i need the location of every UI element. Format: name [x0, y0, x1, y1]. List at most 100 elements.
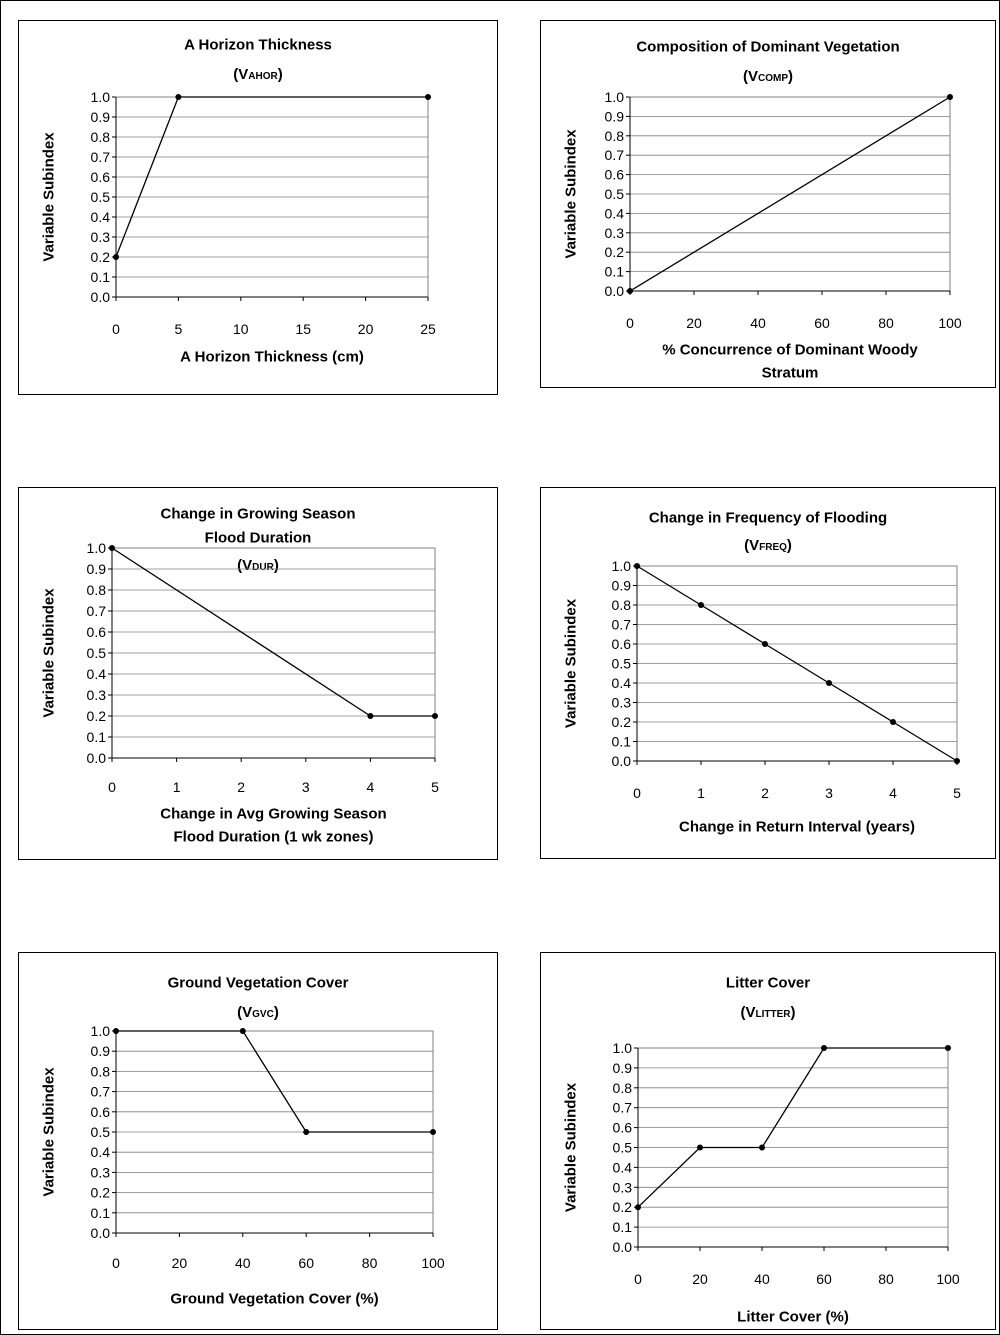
- x-tick-label: 5: [175, 321, 183, 337]
- y-axis-label: Variable Subindex: [41, 1067, 58, 1197]
- variable-symbol-subscript: GVC: [252, 1009, 274, 1020]
- y-tick-label: 0.5: [613, 1140, 633, 1156]
- y-tick-label: 0.4: [91, 209, 111, 225]
- y-tick-label: 0.1: [612, 734, 632, 750]
- series-line: [629, 96, 951, 292]
- x-tick-label: 60: [816, 1271, 832, 1287]
- y-tick-label: 0.0: [612, 753, 632, 769]
- data-point: [113, 254, 119, 260]
- y-tick-label: 0.5: [612, 656, 632, 672]
- x-tick-label: 2: [237, 779, 245, 795]
- x-tick-label: 20: [172, 1255, 188, 1271]
- x-tick-label: 100: [938, 315, 962, 331]
- variable-symbol-suffix: ): [788, 68, 793, 85]
- y-tick-label: 1.0: [605, 89, 625, 105]
- x-tick-label: 0: [112, 1255, 120, 1271]
- y-tick-label: 0.1: [91, 1205, 111, 1221]
- y-axis-label: Variable Subindex: [563, 129, 580, 259]
- data-point: [367, 713, 374, 719]
- x-tick-label: 10: [233, 321, 249, 337]
- x-tick-label: 0: [634, 1271, 642, 1287]
- x-tick-label: 40: [754, 1271, 770, 1287]
- data-point: [762, 641, 768, 647]
- y-axis-label: Variable Subindex: [563, 1082, 580, 1212]
- y-tick-label: 0.0: [605, 283, 625, 299]
- y-tick-label: 0.2: [612, 714, 632, 730]
- x-tick-label: 20: [692, 1271, 708, 1287]
- y-tick-label: 0.8: [605, 128, 625, 144]
- y-tick-label: 0.6: [605, 167, 625, 183]
- y-tick-label: 0.1: [605, 264, 625, 280]
- x-tick-label: 4: [367, 779, 375, 795]
- y-tick-label: 0.4: [613, 1159, 633, 1175]
- chart-svg: Change in Frequency of Flooding (VFREQ) 0.…: [563, 509, 962, 835]
- x-axis-label: Litter Cover (%): [737, 1309, 849, 1326]
- data-point: [826, 680, 832, 686]
- x-axis-label: % Concurrence of Dominant Woody: [662, 342, 918, 359]
- x-axis-label: Ground Vegetation Cover (%): [170, 1291, 378, 1308]
- y-tick-label: 0.1: [613, 1219, 633, 1235]
- chart-svg: Change in Growing Season Flood Duration (V…: [41, 505, 440, 845]
- data-point: [821, 1045, 827, 1051]
- variable-symbol-subscript: FREQ: [759, 542, 787, 553]
- x-tick-label: 0: [633, 785, 641, 801]
- chart-title: Composition of Dominant Vegetation: [636, 38, 899, 55]
- x-axis-label: A Horizon Thickness (cm): [180, 349, 364, 366]
- variable-symbol-prefix: (V: [237, 557, 252, 574]
- x-tick-label: 5: [431, 779, 439, 795]
- x-tick-label: 3: [825, 785, 833, 801]
- y-tick-label: 1.0: [91, 89, 111, 105]
- y-tick-label: 1.0: [87, 540, 107, 556]
- chart-panel-freq: Change in Frequency of Flooding (VFREQ) 0.…: [540, 487, 996, 859]
- variable-symbol-prefix: (V: [741, 1004, 756, 1021]
- chart-panel-litter: Litter Cover (VLITTER) 0.0 0.1 0.2 0.3 0.4 0.5 0…: [540, 952, 996, 1330]
- data-point: [954, 758, 960, 764]
- y-tick-label: 0.3: [91, 229, 111, 245]
- data-point: [109, 545, 115, 551]
- x-tick-label: 3: [302, 779, 310, 795]
- y-tick-label: 0.3: [91, 1164, 111, 1180]
- data-point: [432, 713, 438, 719]
- y-tick-label: 0.0: [87, 750, 107, 766]
- y-tick-label: 0.5: [605, 186, 625, 202]
- y-tick-label: 0.9: [613, 1060, 633, 1076]
- y-tick-label: 0.2: [87, 708, 107, 724]
- x-tick-label: 80: [362, 1255, 378, 1271]
- x-axis-label: Change in Avg Growing Season: [160, 806, 386, 823]
- y-tick-label: 0.9: [612, 578, 632, 594]
- chart-svg: A Horizon Thickness (VAHOR) 0.0 0.1 0.2 0.3 0.…: [41, 36, 436, 366]
- y-tick-label: 0.4: [612, 675, 632, 691]
- data-point: [627, 288, 633, 294]
- x-tick-label: 40: [750, 315, 766, 331]
- chart-title: A Horizon Thickness: [184, 36, 332, 53]
- data-point: [635, 1204, 641, 1211]
- y-tick-label: 0.6: [613, 1120, 633, 1136]
- data-point: [634, 563, 640, 569]
- chart-panel-comp: Composition of Dominant Vegetation (VCOMP…: [540, 20, 996, 388]
- chart-variable-symbol: (VDUR): [237, 557, 279, 574]
- y-tick-label: 0.8: [91, 129, 111, 145]
- x-tick-label: 20: [358, 321, 374, 337]
- x-tick-label: 25: [420, 321, 436, 337]
- variable-symbol-prefix: (V: [743, 68, 758, 85]
- variable-symbol-suffix: ): [278, 66, 283, 83]
- data-point: [697, 1144, 703, 1151]
- chart-variable-symbol: (VAHOR): [233, 66, 282, 83]
- chart-variable-symbol: (VLITTER): [741, 1004, 796, 1021]
- y-tick-label: 0.8: [612, 597, 632, 613]
- x-tick-label: 20: [686, 315, 702, 331]
- y-tick-label: 0.6: [612, 636, 632, 652]
- chart-variable-symbol: (VCOMP): [743, 68, 793, 85]
- y-tick-label: 1.0: [91, 1023, 111, 1039]
- variable-symbol-suffix: ): [791, 1004, 796, 1021]
- x-axis-label: Stratum: [762, 365, 819, 382]
- variable-symbol-subscript: DUR: [252, 562, 274, 573]
- data-point: [759, 1144, 765, 1151]
- variable-symbol-prefix: (V: [744, 537, 759, 554]
- data-point: [303, 1129, 310, 1135]
- y-tick-label: 0.3: [605, 225, 625, 241]
- x-tick-label: 80: [878, 1271, 894, 1287]
- y-tick-label: 0.1: [87, 729, 107, 745]
- chart-svg: Litter Cover (VLITTER) 0.0 0.1 0.2 0.3 0.4 0.5 0…: [563, 974, 960, 1326]
- x-tick-label: 40: [235, 1255, 251, 1271]
